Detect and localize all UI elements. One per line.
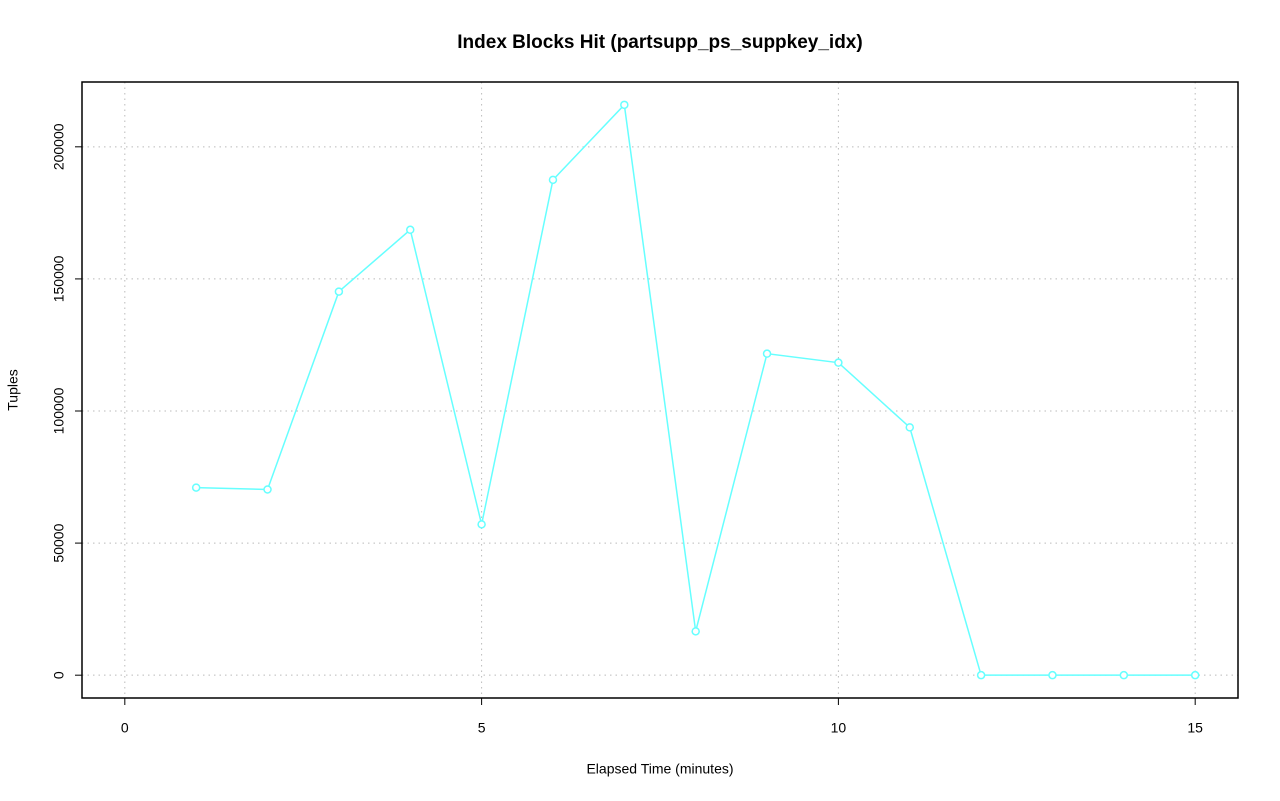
data-point [477,520,486,529]
x-tick-label: 15 [1187,720,1203,736]
data-point [1190,670,1200,680]
plot-frame [81,81,1239,699]
y-tick-label: 200000 [51,123,67,170]
y-tick-label: 50000 [51,523,67,562]
data-point [905,423,915,432]
data-point [834,358,843,367]
x-tick-label: 0 [121,720,129,736]
data-point [1048,670,1057,680]
y-tick-label: 0 [51,671,67,679]
data-point [191,483,201,492]
data-line [196,103,1196,676]
data-point [334,287,344,296]
x-axis-label: Elapsed Time (minutes) [586,761,733,777]
y-tick-label: 100000 [51,387,67,434]
y-axis-label: Tuples [5,369,21,411]
chart-title: Index Blocks Hit (partsupp_ps_suppkey_id… [457,32,862,53]
data-point [976,670,986,680]
data-point [762,349,772,358]
x-tick-label: 5 [478,720,486,736]
data-point [691,627,700,636]
y-tick-label: 150000 [51,255,67,302]
data-point [263,485,272,494]
data-point [548,175,558,185]
data-point [405,225,415,235]
data-point [1119,670,1129,680]
data-point [620,100,629,110]
x-tick-label: 10 [831,720,847,736]
